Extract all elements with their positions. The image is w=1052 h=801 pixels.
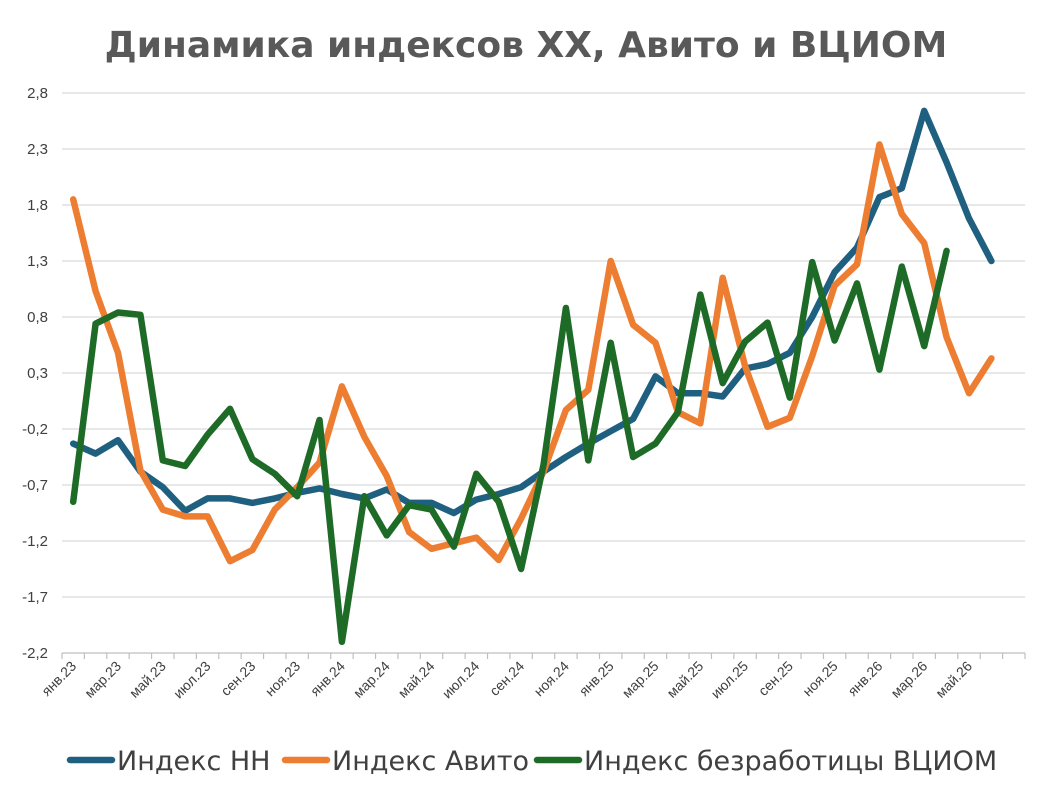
series-line-3 [69, 247, 950, 646]
legend: Индекс НН Индекс Авито Индекс безработицы … [66, 746, 997, 777]
series-line-2 [69, 141, 995, 565]
y-tick-label: 1,3 [27, 253, 48, 270]
y-axis-ticks: 2,8 2,3 1,8 1,3 0,8 0,3 -0,2 -0,7 -1,2 -1,7 -2,2 [22, 85, 48, 662]
chart-title: Динамика индексов ХХ, Авито и ВЦИОМ [105, 25, 948, 66]
y-tick-label: -0,2 [22, 421, 48, 438]
y-tick-label: -0,7 [22, 477, 48, 494]
y-tick-label: -1,2 [22, 533, 48, 550]
series-lines [69, 107, 995, 646]
y-tick-label: 0,8 [27, 309, 48, 326]
y-tick-label: -1,7 [22, 589, 48, 606]
y-tick-label: 0,3 [27, 365, 48, 382]
y-tick-label: 2,3 [27, 141, 48, 158]
y-tick-label: 1,8 [27, 197, 48, 214]
legend-label-3: Индекс безработицы ВЦИОМ [584, 746, 997, 777]
y-tick-label: -2,2 [22, 645, 48, 662]
legend-label-2: Индекс Авито [332, 746, 529, 777]
y-tick-label: 2,8 [27, 85, 48, 102]
gridlines [62, 92, 1025, 654]
legend-label-1: Индекс НН [117, 746, 270, 777]
series-line-1 [69, 107, 995, 517]
